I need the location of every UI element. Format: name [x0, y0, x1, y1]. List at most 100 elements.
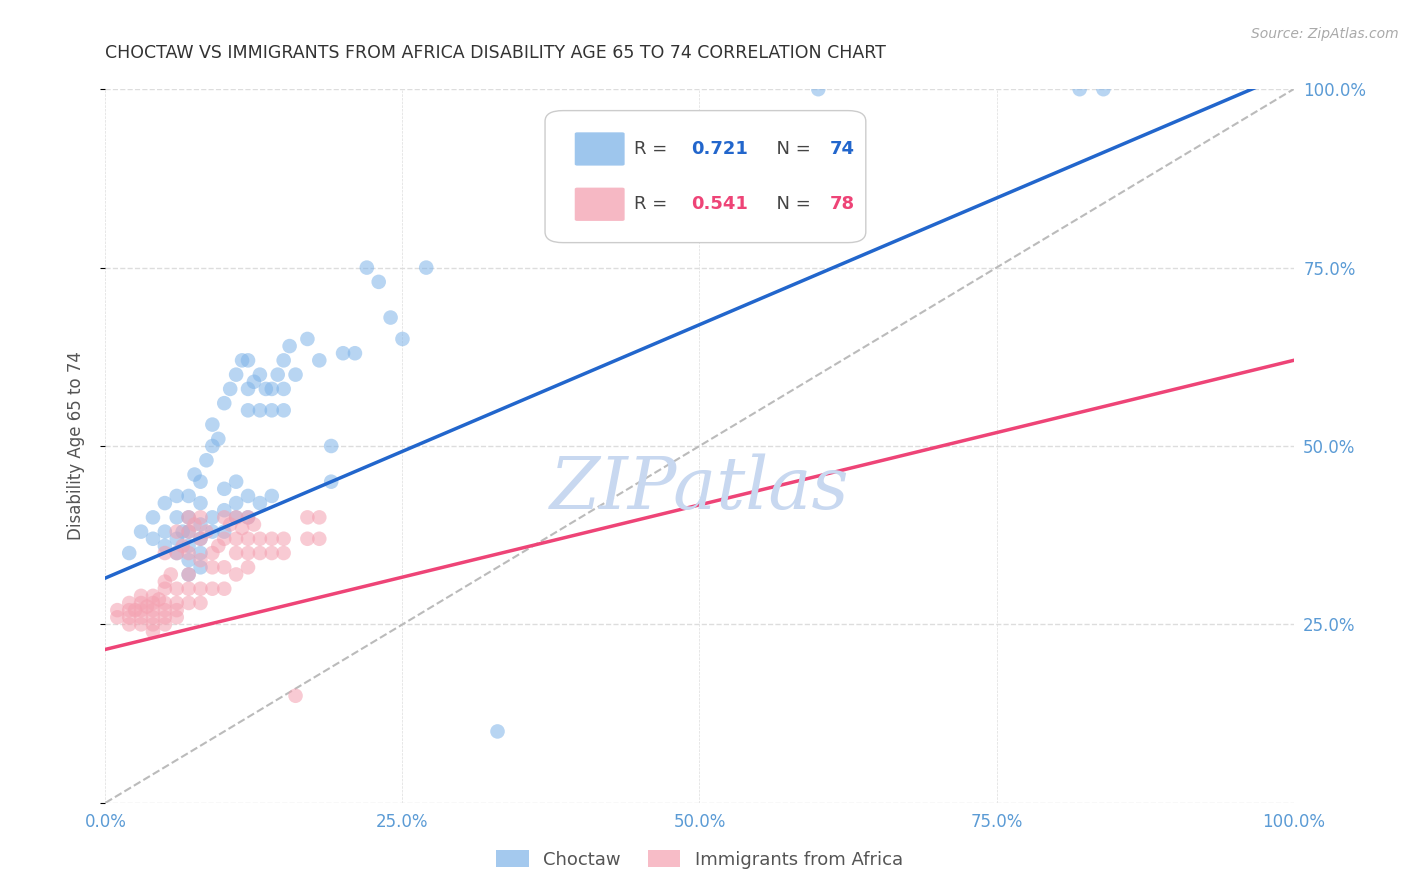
Point: [166, 596, 188, 610]
Point: [195, 524, 218, 539]
Point: [153, 574, 176, 589]
Point: [129, 617, 152, 632]
Point: [214, 482, 236, 496]
Point: [225, 546, 247, 560]
Point: [486, 724, 509, 739]
Point: [225, 510, 247, 524]
Text: 74: 74: [830, 140, 855, 158]
FancyBboxPatch shape: [575, 132, 624, 166]
Point: [166, 603, 188, 617]
Point: [118, 617, 141, 632]
Point: [166, 546, 188, 560]
Point: [153, 617, 176, 632]
Point: [177, 524, 200, 539]
Point: [225, 368, 247, 382]
Point: [118, 603, 141, 617]
Point: [214, 510, 236, 524]
Text: Source: ZipAtlas.com: Source: ZipAtlas.com: [1251, 27, 1399, 41]
Point: [129, 603, 152, 617]
Point: [273, 532, 295, 546]
Point: [153, 496, 176, 510]
Text: R =: R =: [634, 140, 673, 158]
Point: [177, 489, 200, 503]
Point: [807, 82, 830, 96]
Point: [249, 496, 271, 510]
Point: [284, 368, 307, 382]
Point: [201, 546, 224, 560]
Point: [190, 510, 212, 524]
Point: [153, 596, 176, 610]
Point: [190, 560, 212, 574]
Point: [367, 275, 389, 289]
Point: [236, 403, 259, 417]
Point: [201, 439, 224, 453]
Point: [273, 353, 295, 368]
Point: [236, 510, 259, 524]
Point: [177, 546, 200, 560]
Point: [214, 532, 236, 546]
Point: [214, 582, 236, 596]
Point: [308, 532, 330, 546]
Point: [236, 382, 259, 396]
Point: [159, 567, 181, 582]
Point: [190, 596, 212, 610]
Point: [183, 517, 205, 532]
Point: [1069, 82, 1091, 96]
Point: [243, 517, 266, 532]
Point: [284, 689, 307, 703]
Point: [273, 403, 295, 417]
Text: N =: N =: [765, 140, 817, 158]
Point: [153, 582, 176, 596]
Point: [118, 610, 141, 624]
Text: 78: 78: [830, 195, 855, 213]
Point: [190, 546, 212, 560]
Point: [201, 417, 224, 432]
Point: [118, 596, 141, 610]
Point: [105, 603, 128, 617]
Point: [225, 532, 247, 546]
Point: [249, 403, 271, 417]
Point: [343, 346, 366, 360]
Point: [1092, 82, 1115, 96]
Point: [153, 603, 176, 617]
FancyBboxPatch shape: [575, 187, 624, 221]
Point: [129, 524, 152, 539]
Point: [190, 532, 212, 546]
Point: [142, 532, 165, 546]
Point: [332, 346, 354, 360]
Point: [142, 510, 165, 524]
Point: [190, 553, 212, 567]
Point: [308, 510, 330, 524]
Point: [129, 589, 152, 603]
Point: [190, 475, 212, 489]
Point: [201, 560, 224, 574]
Point: [153, 610, 176, 624]
Point: [260, 546, 283, 560]
Point: [105, 610, 128, 624]
Point: [195, 453, 218, 467]
Text: 0.721: 0.721: [692, 140, 748, 158]
Point: [142, 589, 165, 603]
Point: [225, 510, 247, 524]
Point: [190, 496, 212, 510]
Point: [183, 467, 205, 482]
Point: [166, 489, 188, 503]
Point: [214, 560, 236, 574]
Point: [231, 521, 253, 535]
Point: [225, 475, 247, 489]
Text: R =: R =: [634, 195, 673, 213]
Point: [129, 596, 152, 610]
Point: [225, 496, 247, 510]
Point: [236, 532, 259, 546]
Point: [260, 403, 283, 417]
Point: [214, 396, 236, 410]
Point: [297, 332, 319, 346]
Point: [249, 532, 271, 546]
Point: [172, 524, 194, 539]
Point: [153, 524, 176, 539]
Point: [153, 539, 176, 553]
Point: [166, 582, 188, 596]
Point: [177, 510, 200, 524]
Point: [177, 567, 200, 582]
Point: [177, 582, 200, 596]
